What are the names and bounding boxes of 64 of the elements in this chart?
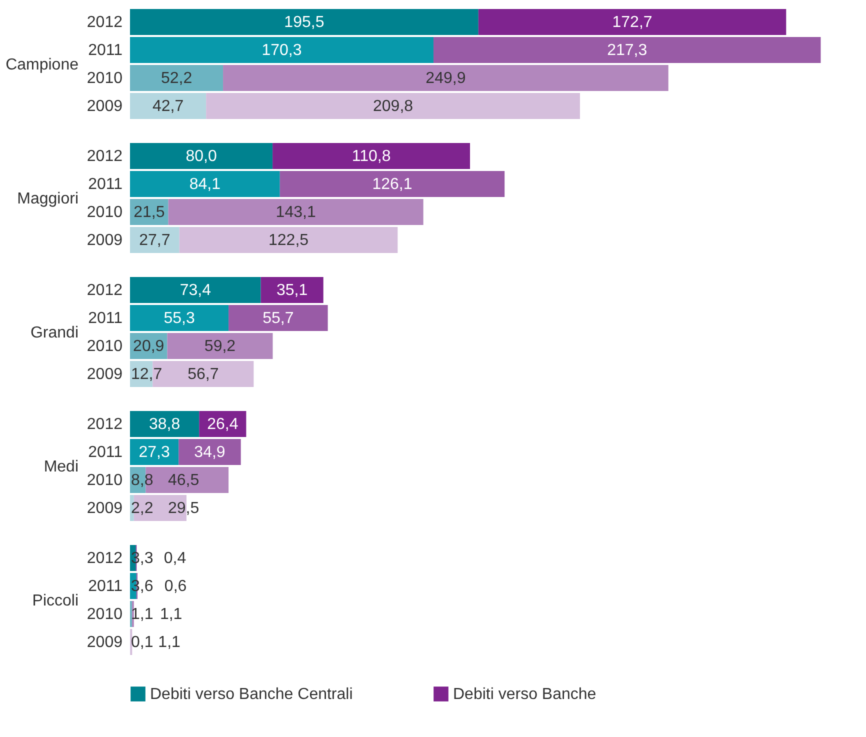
y-tick-label: 2011 (88, 310, 123, 327)
data-label: 80,0 (186, 148, 217, 165)
y-axis-title: Campione (6, 56, 79, 74)
y-tick-label: 2012 (86, 14, 123, 31)
y-tick-label: 2012 (86, 416, 123, 433)
y-axis-title: Piccoli (32, 592, 78, 610)
data-label: 110,8 (352, 148, 391, 165)
data-label: 0,6 (164, 578, 187, 595)
y-tick-label: 2009 (86, 232, 123, 249)
data-label: 46,5 (168, 472, 200, 489)
y-tick-label: 2009 (86, 366, 123, 383)
data-label: 21,5 (134, 204, 165, 221)
data-label: 249,9 (426, 70, 466, 87)
data-label: 143,1 (276, 204, 316, 221)
data-label: 1,1 (160, 606, 182, 623)
y-tick-label: 2011 (88, 42, 123, 59)
legend-label: Debiti verso Banche (453, 686, 596, 703)
data-label: 26,4 (207, 416, 238, 433)
y-tick-label: 2011 (88, 578, 123, 595)
data-label: 217,3 (607, 42, 648, 59)
y-tick-label: 2010 (86, 70, 123, 87)
y-tick-label: 2012 (86, 282, 123, 299)
data-label: 55,7 (262, 310, 294, 327)
y-axis-title: Grandi (30, 324, 78, 342)
data-label: 122,5 (268, 232, 309, 249)
data-label: 27,7 (139, 232, 170, 249)
data-label: 73,4 (180, 282, 212, 299)
y-tick-label: 2010 (86, 472, 123, 489)
data-label: 209,8 (373, 98, 414, 115)
data-label: 8,8 (131, 472, 154, 489)
y-tick-label: 2009 (86, 98, 123, 115)
data-label: 0,1 (131, 634, 154, 651)
data-label: 42,7 (152, 98, 184, 115)
y-tick-label: 2009 (86, 500, 123, 517)
data-label: 55,3 (164, 310, 195, 327)
data-label: 59,2 (204, 338, 236, 355)
data-label: 52,2 (160, 70, 192, 87)
data-label: 35,1 (276, 282, 308, 299)
data-label: 27,3 (138, 444, 170, 461)
data-label: 172,7 (612, 14, 652, 31)
data-label: 170,3 (262, 42, 302, 59)
y-tick-label: 2010 (86, 338, 123, 355)
data-label: 20,9 (133, 338, 164, 355)
data-label: 84,1 (189, 176, 221, 193)
y-tick-label: 2011 (88, 444, 123, 461)
legend-label: Debiti verso Banche Centrali (150, 686, 353, 703)
data-label: 1,1 (158, 634, 181, 651)
data-label: 195,5 (284, 14, 324, 31)
data-label: 126,1 (372, 176, 412, 193)
data-label: 56,7 (188, 366, 219, 383)
y-tick-label: 2012 (86, 148, 123, 165)
data-label: 2,2 (131, 500, 154, 517)
data-label: 12,7 (131, 366, 162, 383)
y-axis-title: Medi (44, 458, 78, 476)
data-label: 38,8 (149, 416, 180, 433)
y-tick-label: 2010 (86, 204, 123, 221)
y-axis-title: Maggiori (17, 190, 78, 208)
y-tick-label: 2011 (88, 176, 123, 193)
data-label: 0,4 (164, 550, 186, 567)
data-label: 29,5 (168, 500, 200, 517)
y-tick-label: 2009 (86, 634, 123, 651)
y-tick-label: 2012 (86, 550, 123, 567)
y-tick-label: 2010 (86, 606, 123, 623)
data-label: 34,9 (194, 444, 226, 461)
